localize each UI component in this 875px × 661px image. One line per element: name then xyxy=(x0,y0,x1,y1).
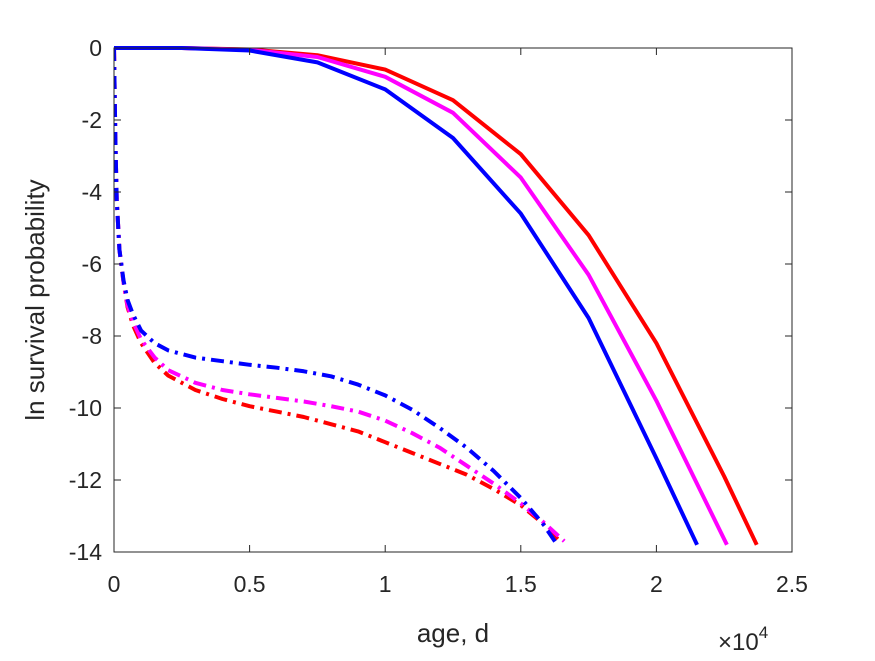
series-layer xyxy=(114,46,759,546)
y-tick-label: -12 xyxy=(69,467,102,493)
y-tick-label: -6 xyxy=(82,251,102,277)
x-tick-label: 1 xyxy=(379,571,392,597)
x-tick-label: 1.5 xyxy=(505,571,537,597)
x-tick-label: 2.5 xyxy=(776,571,808,597)
x-axis-exponent-base: ×10 xyxy=(718,629,759,656)
series-line-6 xyxy=(114,47,558,545)
y-tick-label: -4 xyxy=(82,179,103,205)
plot-area xyxy=(114,48,792,552)
x-tick-label: 0.5 xyxy=(234,571,266,597)
y-tick-label: -14 xyxy=(69,539,102,565)
y-tick-label: 0 xyxy=(89,35,102,61)
x-tick-label: 0 xyxy=(108,571,121,597)
y-tick-label: -2 xyxy=(82,107,102,133)
y-axis: 0 -2 -4 -6 -8 -10 -12 -14 xyxy=(69,35,792,565)
x-axis: 0 0.5 1 1.5 2 2.5 xyxy=(108,48,808,597)
y-tick-label: -8 xyxy=(82,323,102,349)
x-axis-exponent-power: 4 xyxy=(759,623,768,642)
y-tick-label: -10 xyxy=(69,395,102,421)
y-axis-label: ln survival probability xyxy=(20,179,50,420)
x-axis-exponent: ×104 xyxy=(718,623,768,656)
x-tick-label: 2 xyxy=(650,571,663,597)
series-line-3 xyxy=(114,46,699,546)
plot-box xyxy=(113,47,793,553)
x-axis-label: age, d xyxy=(417,618,489,648)
